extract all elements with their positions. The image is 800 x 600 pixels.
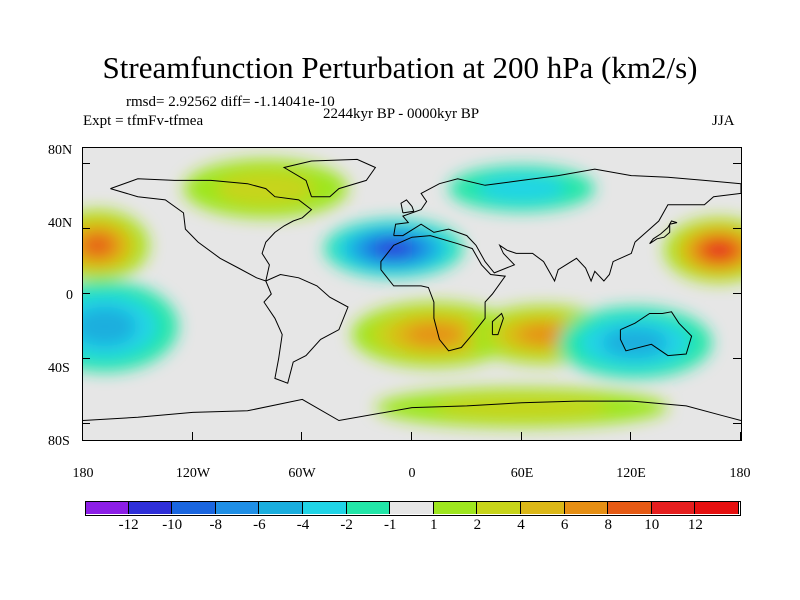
experiment-label: Expt = tfmFv-tfmea <box>83 113 204 129</box>
lon-tick <box>520 432 522 440</box>
lon-label-180e: 180 <box>729 466 751 481</box>
field-contour <box>602 327 668 358</box>
lon-tick <box>630 432 632 440</box>
lat-tick <box>82 163 90 165</box>
colorbar-swatch <box>128 502 173 514</box>
field-contour <box>406 323 462 346</box>
colorbar-label: 1 <box>430 517 438 533</box>
lon-label-180w: 180 <box>72 466 94 481</box>
colorbar-swatch <box>303 502 347 514</box>
lat-tick <box>733 422 741 424</box>
colorbar-label: -10 <box>162 517 183 533</box>
lat-label-eq: 0 <box>66 288 73 303</box>
colorbar-label: -6 <box>253 517 266 533</box>
field-shading <box>83 158 741 428</box>
period-label: 2244kyr BP - 0000kyr BP <box>323 106 480 122</box>
colorbar-label: -4 <box>296 517 310 533</box>
field-contour <box>377 241 410 256</box>
field-feature <box>83 281 179 372</box>
lat-tick <box>733 228 741 230</box>
colorbar-swatch <box>346 502 391 514</box>
colorbar-label: 2 <box>473 517 482 533</box>
lat-tick <box>733 293 741 294</box>
lat-tick <box>82 422 90 424</box>
colorbar-swatch <box>433 502 478 514</box>
field-feature <box>83 209 149 282</box>
colorbar-label: 6 <box>560 517 569 533</box>
colorbar-label: -8 <box>209 517 223 533</box>
field-feature <box>324 219 464 278</box>
field-contour <box>83 235 112 256</box>
lon-label-60w: 60W <box>288 466 316 481</box>
field-feature <box>558 306 712 379</box>
lon-label-60e: 60E <box>510 466 534 481</box>
lat-label-40n: 40N <box>48 216 73 231</box>
season-label: JJA <box>712 113 735 129</box>
coastline <box>380 235 507 352</box>
lat-label-80n: 80N <box>48 143 73 158</box>
field-contour <box>83 306 137 346</box>
lon-tick <box>740 432 741 440</box>
colorbar-swatch <box>390 502 434 514</box>
colorbar-swatch <box>695 502 739 514</box>
field-contour <box>519 324 568 345</box>
coastline <box>83 398 741 422</box>
coastline <box>263 273 349 384</box>
colorbar-label: 10 <box>644 517 660 533</box>
colorbar-label: -1 <box>383 517 397 533</box>
coastline <box>400 199 415 214</box>
colorbar-swatch <box>521 502 565 514</box>
colorbar-swatch <box>259 502 303 514</box>
colorbar-swatch <box>215 502 260 514</box>
coastline <box>491 312 504 336</box>
colorbar-label: -2 <box>340 517 353 533</box>
lon-tick <box>411 432 412 440</box>
lat-tick <box>82 228 90 230</box>
colorbar-label: 12 <box>687 517 703 533</box>
colorbar-label: 4 <box>517 517 525 533</box>
colorbar-label: 8 <box>604 517 612 533</box>
field-feature <box>448 165 595 212</box>
colorbar-label: -12 <box>118 517 139 533</box>
coastline <box>393 168 741 283</box>
lon-label-120e: 120E <box>616 466 646 481</box>
colorbar-swatch <box>608 502 652 514</box>
lon-label-120w: 120W <box>175 466 211 481</box>
field-contour <box>706 242 732 258</box>
field-feature <box>664 217 741 283</box>
lon-label-0: 0 <box>408 466 416 481</box>
map-panel <box>83 148 741 440</box>
field-contour <box>477 174 566 203</box>
colorbar-swatch <box>477 502 521 514</box>
stats-text: rmsd= 2.92562 diff= -1.14041e-10 <box>126 94 335 110</box>
colorbar-swatch <box>564 502 609 514</box>
lat-label-40s: 40S <box>48 361 70 376</box>
colorbar-swatch <box>172 502 216 514</box>
lat-tick <box>82 293 90 294</box>
lat-tick <box>733 357 741 359</box>
field-feature <box>351 302 517 367</box>
map-frame <box>82 147 742 441</box>
lat-label-80s: 80S <box>48 434 70 449</box>
coastline <box>282 158 377 198</box>
coastline <box>649 220 678 245</box>
lat-tick <box>82 357 90 359</box>
lon-tick <box>301 432 303 440</box>
lat-tick <box>733 163 741 165</box>
lon-tick <box>82 432 83 440</box>
coastline <box>110 178 313 282</box>
colorbar-frame <box>85 501 741 516</box>
lon-tick <box>191 432 193 440</box>
colorbar-swatch <box>651 502 696 514</box>
colorbar-swatch <box>85 502 129 514</box>
chart-title: Streamfunction Perturbation at 200 hPa (… <box>102 50 698 85</box>
coastline <box>619 311 693 357</box>
